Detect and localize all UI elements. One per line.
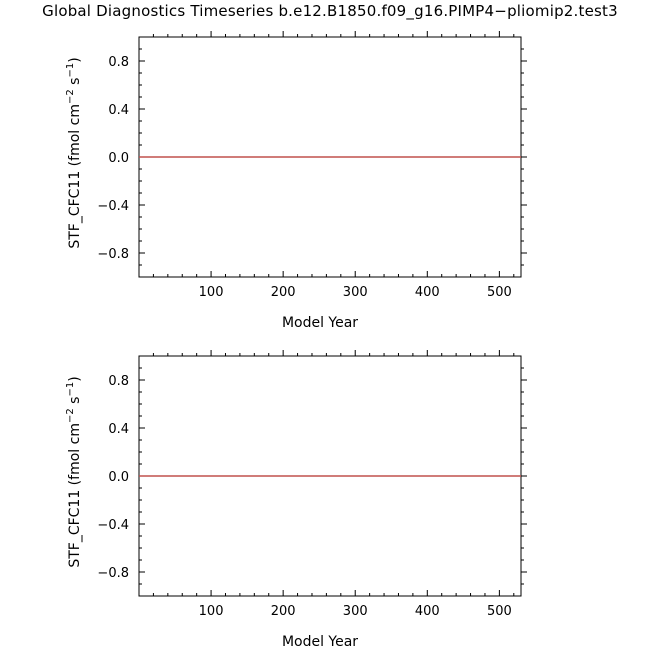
y-tick-label: −0.4 bbox=[97, 199, 129, 214]
x-tick-marks bbox=[152, 31, 515, 277]
x-tick-label: 400 bbox=[415, 285, 440, 300]
y-tick-marks bbox=[139, 48, 527, 266]
y-tick-label: 0.4 bbox=[108, 422, 129, 437]
y-tick-label: −0.8 bbox=[97, 566, 129, 581]
y-axis-label: STF_CFC11 (fmol cm−2 s−1) bbox=[65, 57, 83, 248]
x-tick-label: 500 bbox=[487, 285, 512, 300]
x-tick-label: 100 bbox=[199, 285, 224, 300]
y-axis-label: STF_CFC11 (fmol cm−2 s−1) bbox=[65, 376, 83, 567]
y-tick-label: −0.8 bbox=[97, 247, 129, 262]
y-tick-marks bbox=[139, 367, 527, 585]
y-tick-label: −0.4 bbox=[97, 518, 129, 533]
x-tick-label: 100 bbox=[199, 604, 224, 619]
y-tick-label: 0.4 bbox=[108, 103, 129, 118]
x-tick-label: 200 bbox=[271, 604, 296, 619]
y-tick-label: 0.8 bbox=[108, 55, 129, 70]
chart-panel-2: 100 200 300 400 500 0.8 0.4 0.0 −0.4 −0.8 Model Ye… bbox=[65, 350, 527, 650]
chart-panel-1: 100 200 300 400 500 0.8 0.4 0.0 −0.4 −0.8 Model Ye… bbox=[65, 31, 527, 331]
y-tick-label: 0.0 bbox=[108, 470, 129, 485]
x-tick-label: 200 bbox=[271, 285, 296, 300]
y-tick-label: 0.8 bbox=[108, 374, 129, 389]
x-tick-label: 300 bbox=[343, 604, 368, 619]
y-tick-label: 0.0 bbox=[108, 151, 129, 166]
x-axis-label: Model Year bbox=[282, 634, 358, 650]
chart-title: Global Diagnostics Timeseries b.e12.B185… bbox=[42, 2, 618, 20]
x-tick-label: 500 bbox=[487, 604, 512, 619]
x-tick-marks bbox=[152, 350, 515, 596]
x-axis-label: Model Year bbox=[282, 315, 358, 331]
x-tick-label: 300 bbox=[343, 285, 368, 300]
x-tick-label: 400 bbox=[415, 604, 440, 619]
